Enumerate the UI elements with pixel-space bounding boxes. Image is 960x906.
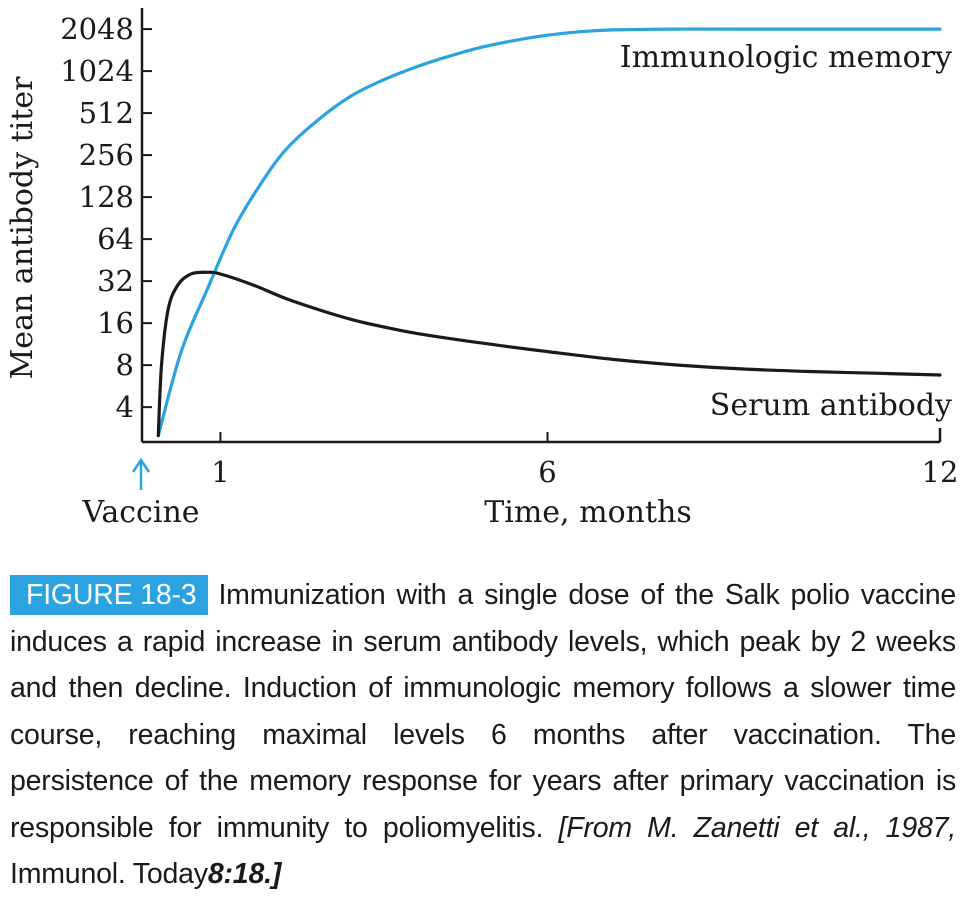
series-layer: [156, 27, 942, 438]
vaccine-annotation-label: Vaccine: [81, 495, 199, 530]
y-axis-title: Mean antibody titer: [5, 76, 40, 379]
caption-source-ref: 8:18.]: [207, 858, 282, 890]
caption-text: Immunization with a single dose of the S…: [10, 579, 956, 844]
y-tick-label: 4: [116, 390, 134, 424]
series-line-immunologic-memory: [156, 27, 942, 438]
y-axis: 4 8 16 32 64 128 256 512 1024 2048: [60, 8, 152, 442]
y-tick-label: 16: [97, 306, 134, 340]
y-tick-label: 8: [116, 348, 134, 382]
x-tick-label: 6: [538, 455, 556, 489]
caption-source-journal: Immunol. Today: [10, 858, 208, 890]
y-tick-label: 64: [97, 222, 134, 256]
y-tick-label: 512: [79, 96, 134, 130]
y-tick-label: 32: [97, 264, 134, 298]
caption-source-prefix: [From M. Zanetti et al., 1987,: [558, 811, 957, 844]
y-tick-label: 2048: [60, 12, 134, 46]
x-axis: 1 6 12: [142, 428, 958, 489]
y-tick-label: 1024: [60, 54, 134, 88]
y-tick-label: 128: [79, 180, 134, 214]
vaccine-arrow-icon: [131, 457, 151, 473]
series-label-serum-antibody: Serum antibody: [710, 388, 952, 423]
figure-caption: FIGURE 18-3 Immunization with a single do…: [10, 572, 956, 898]
x-tick-label: 12: [922, 455, 959, 489]
series-line-serum-antibody: [156, 270, 942, 438]
x-axis-title: Time, months: [484, 495, 691, 530]
series-label-immunologic-memory: Immunologic memory: [620, 40, 952, 75]
labels-layer: Time, months Mean antibody titer Immunolog…: [5, 40, 952, 530]
figure-label-badge: FIGURE 18-3: [10, 575, 209, 615]
y-tick-label: 256: [79, 138, 134, 172]
x-tick-label: 1: [211, 455, 229, 489]
